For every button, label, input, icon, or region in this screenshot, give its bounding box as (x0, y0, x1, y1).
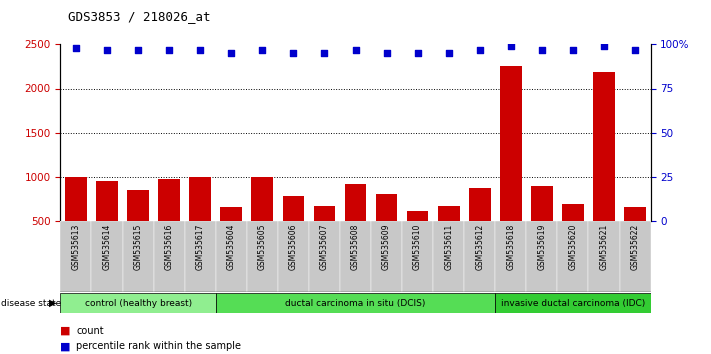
Bar (92, 221, 122, 292)
Text: control (healthy breast): control (healthy breast) (85, 298, 192, 308)
Point (132, 47, 144, 52)
Text: GSM535612: GSM535612 (475, 223, 484, 270)
Text: GSM535609: GSM535609 (382, 223, 391, 270)
Bar (127, 190, 149, 266)
Bar (531, 186, 552, 266)
Point (257, 47, 268, 52)
Bar (557, 221, 589, 292)
Bar (252, 177, 273, 266)
Bar (154, 221, 185, 292)
Text: invasive ductal carcinoma (IDC): invasive ductal carcinoma (IDC) (501, 298, 645, 308)
Text: GSM535613: GSM535613 (72, 223, 80, 270)
Bar (215, 221, 247, 292)
Text: ▶: ▶ (49, 298, 57, 308)
Text: GSM535617: GSM535617 (196, 223, 205, 270)
Bar (371, 221, 402, 292)
Bar (215, 293, 496, 313)
Bar (278, 221, 309, 292)
Point (319, 50, 330, 56)
Bar (189, 177, 211, 266)
Text: GSM535614: GSM535614 (102, 223, 112, 270)
Bar (526, 221, 557, 292)
Point (102, 47, 113, 52)
Text: GDS3853 / 218026_at: GDS3853 / 218026_at (68, 10, 210, 23)
Point (629, 47, 641, 52)
Bar (407, 211, 429, 266)
Text: GSM535604: GSM535604 (227, 223, 236, 270)
Point (70, 45, 82, 51)
Bar (314, 206, 336, 266)
Point (195, 47, 206, 52)
Point (225, 50, 237, 56)
Text: GSM535610: GSM535610 (413, 223, 422, 270)
Bar (159, 179, 180, 266)
Point (598, 43, 609, 49)
Text: GSM535621: GSM535621 (599, 223, 609, 270)
Bar (65, 177, 87, 266)
Text: GSM535622: GSM535622 (631, 223, 639, 270)
Point (350, 47, 361, 52)
Text: disease state: disease state (1, 298, 61, 308)
Text: GSM535607: GSM535607 (320, 223, 329, 270)
Bar (469, 188, 491, 266)
Bar (496, 221, 526, 292)
Bar (500, 67, 522, 266)
Bar (624, 207, 646, 266)
Text: percentile rank within the sample: percentile rank within the sample (76, 341, 241, 351)
Point (381, 50, 392, 56)
Text: ■: ■ (60, 341, 71, 351)
Text: GSM535620: GSM535620 (568, 223, 577, 270)
Bar (496, 293, 651, 313)
Bar (122, 221, 154, 292)
Bar (60, 221, 92, 292)
Point (288, 50, 299, 56)
Bar (345, 184, 366, 266)
Bar (60, 293, 215, 313)
Bar (247, 221, 278, 292)
Text: ductal carcinoma in situ (DCIS): ductal carcinoma in situ (DCIS) (285, 298, 426, 308)
Text: GSM535616: GSM535616 (165, 223, 173, 270)
Text: GSM535619: GSM535619 (538, 223, 546, 270)
Bar (282, 196, 304, 266)
Point (443, 50, 454, 56)
Bar (340, 221, 371, 292)
Text: GSM535608: GSM535608 (351, 223, 360, 270)
Bar (589, 221, 619, 292)
Text: ■: ■ (60, 326, 71, 336)
Point (567, 47, 579, 52)
Bar (619, 221, 651, 292)
Bar (96, 181, 118, 266)
Bar (593, 72, 615, 266)
Bar (220, 207, 242, 266)
Bar (185, 221, 215, 292)
Bar (464, 221, 496, 292)
Bar (375, 194, 397, 266)
Bar (433, 221, 464, 292)
Text: GSM535605: GSM535605 (258, 223, 267, 270)
Point (412, 50, 423, 56)
Point (164, 47, 175, 52)
Bar (402, 221, 433, 292)
Text: count: count (76, 326, 104, 336)
Text: GSM535611: GSM535611 (444, 223, 453, 270)
Bar (562, 204, 584, 266)
Point (505, 43, 516, 49)
Text: GSM535618: GSM535618 (506, 223, 515, 270)
Text: GSM535615: GSM535615 (134, 223, 143, 270)
Point (536, 47, 547, 52)
Point (474, 47, 486, 52)
Text: GSM535606: GSM535606 (289, 223, 298, 270)
Bar (438, 206, 459, 266)
Bar (309, 221, 340, 292)
